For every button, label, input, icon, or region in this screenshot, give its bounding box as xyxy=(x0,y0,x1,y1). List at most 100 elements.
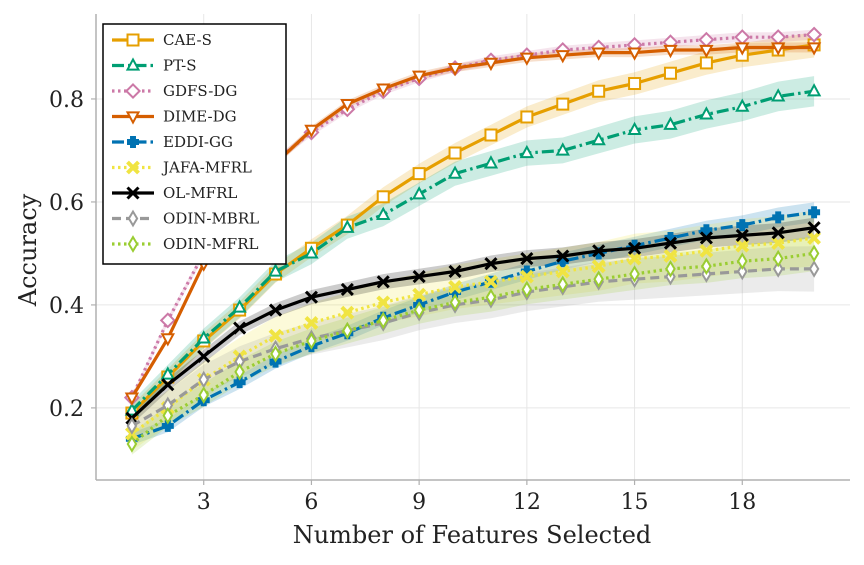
data-point-marker xyxy=(699,243,714,258)
data-point-marker xyxy=(663,116,678,130)
data-point-marker xyxy=(519,144,535,159)
x-tick-label: 6 xyxy=(304,490,318,515)
legend-item-eddi-gg: EDDI-GG xyxy=(112,133,233,151)
legend-item-odin-mbrl: ODIN-MBRL xyxy=(112,210,259,228)
data-point-marker xyxy=(124,82,142,100)
data-point-marker xyxy=(663,66,677,80)
tick-labels: 3 6 9 12 15 18 0.2 0.4 0.6 0.8 xyxy=(49,88,756,515)
series-line xyxy=(130,226,815,420)
marker-stroke xyxy=(519,269,534,284)
data-point-marker xyxy=(699,231,713,245)
data-point-marker xyxy=(304,124,319,139)
data-point-marker xyxy=(771,88,786,102)
data-point-marker xyxy=(448,146,462,160)
data-point-marker xyxy=(592,244,606,258)
data-point-marker xyxy=(411,70,427,84)
data-point-marker xyxy=(520,110,534,124)
data-point-marker xyxy=(412,287,427,302)
data-point-marker xyxy=(306,332,317,350)
data-point-marker xyxy=(483,155,499,169)
x-tick-label: 3 xyxy=(197,490,211,515)
data-point-marker xyxy=(232,299,247,313)
y-tick-label: 0.2 xyxy=(49,397,84,422)
data-point-marker xyxy=(806,83,822,97)
data-point-marker xyxy=(485,288,497,307)
data-point-marker xyxy=(126,417,138,435)
data-point-marker xyxy=(448,264,462,279)
legend-label: DIME-DG xyxy=(163,108,237,126)
data-point-marker xyxy=(304,316,319,330)
marker-stroke xyxy=(771,226,785,240)
series-lines xyxy=(123,26,823,453)
marker-stroke xyxy=(484,257,498,271)
axes xyxy=(95,14,850,481)
data-point-marker xyxy=(126,435,138,453)
data-point-marker xyxy=(268,263,283,277)
data-point-marker xyxy=(519,269,534,284)
data-point-marker xyxy=(808,260,820,278)
data-point-marker xyxy=(340,282,354,297)
marker-stroke xyxy=(735,238,750,253)
data-point-marker xyxy=(627,47,642,61)
marker-stroke xyxy=(340,282,354,297)
data-point-marker xyxy=(735,238,750,253)
data-point-marker xyxy=(807,231,822,245)
data-point-marker xyxy=(556,249,570,263)
marker-stroke xyxy=(412,270,426,284)
data-point-marker xyxy=(771,42,786,56)
data-point-marker xyxy=(126,160,140,175)
marker-stroke xyxy=(520,252,534,266)
confidence-band-odin-mfrl xyxy=(131,235,815,455)
data-point-marker xyxy=(556,97,570,111)
data-point-marker xyxy=(736,252,748,270)
data-point-marker xyxy=(127,235,139,253)
data-point-marker xyxy=(591,47,606,61)
data-point-marker xyxy=(808,244,820,263)
data-point-marker xyxy=(233,376,246,389)
data-point-marker xyxy=(342,321,353,340)
data-point-marker xyxy=(196,330,211,344)
x-tick-label: 9 xyxy=(412,490,426,515)
legend-label: JAFA-MFRL xyxy=(161,159,252,177)
marker-stroke xyxy=(807,221,821,235)
data-point-marker xyxy=(701,257,712,276)
data-point-marker xyxy=(376,83,391,97)
legend-item-ol-mfrl: OL-MFRL xyxy=(112,184,237,202)
data-point-marker xyxy=(735,42,750,56)
marker-stroke xyxy=(161,378,175,392)
data-point-marker xyxy=(736,262,748,281)
data-point-marker xyxy=(160,366,175,380)
data-point-marker xyxy=(772,260,784,278)
data-point-marker xyxy=(484,128,498,142)
data-point-marker xyxy=(555,264,570,279)
confidence-band-jafa-mfrl xyxy=(131,210,815,451)
data-point-marker xyxy=(555,142,570,156)
data-point-marker xyxy=(591,132,606,146)
data-point-marker xyxy=(484,257,498,271)
marker-stroke xyxy=(556,249,570,263)
data-point-marker xyxy=(663,236,678,250)
marker-stroke xyxy=(592,244,606,258)
y-tick-label: 0.8 xyxy=(49,88,84,113)
legend-item-cae-s: CAE-S xyxy=(112,31,212,49)
y-axis-label: Accuracy xyxy=(14,193,42,307)
legend-label: OL-MFRL xyxy=(163,184,237,202)
data-point-marker xyxy=(628,77,642,91)
legend-item-pt-s: PT-S xyxy=(112,57,197,75)
data-point-marker xyxy=(772,249,784,268)
data-point-marker xyxy=(304,245,319,259)
series-jafa-mfrl xyxy=(124,231,822,441)
data-point-marker xyxy=(340,98,355,113)
marker-stroke xyxy=(771,236,786,251)
marker-stroke xyxy=(268,328,283,343)
marker-stroke xyxy=(735,228,749,242)
data-point-marker xyxy=(198,386,210,404)
data-point-marker xyxy=(162,406,174,425)
data-point-marker xyxy=(806,42,822,56)
data-point-marker xyxy=(665,260,676,278)
data-point-marker xyxy=(593,270,604,289)
data-point-marker xyxy=(521,280,533,299)
data-point-marker xyxy=(125,111,141,125)
data-point-marker xyxy=(124,402,140,416)
